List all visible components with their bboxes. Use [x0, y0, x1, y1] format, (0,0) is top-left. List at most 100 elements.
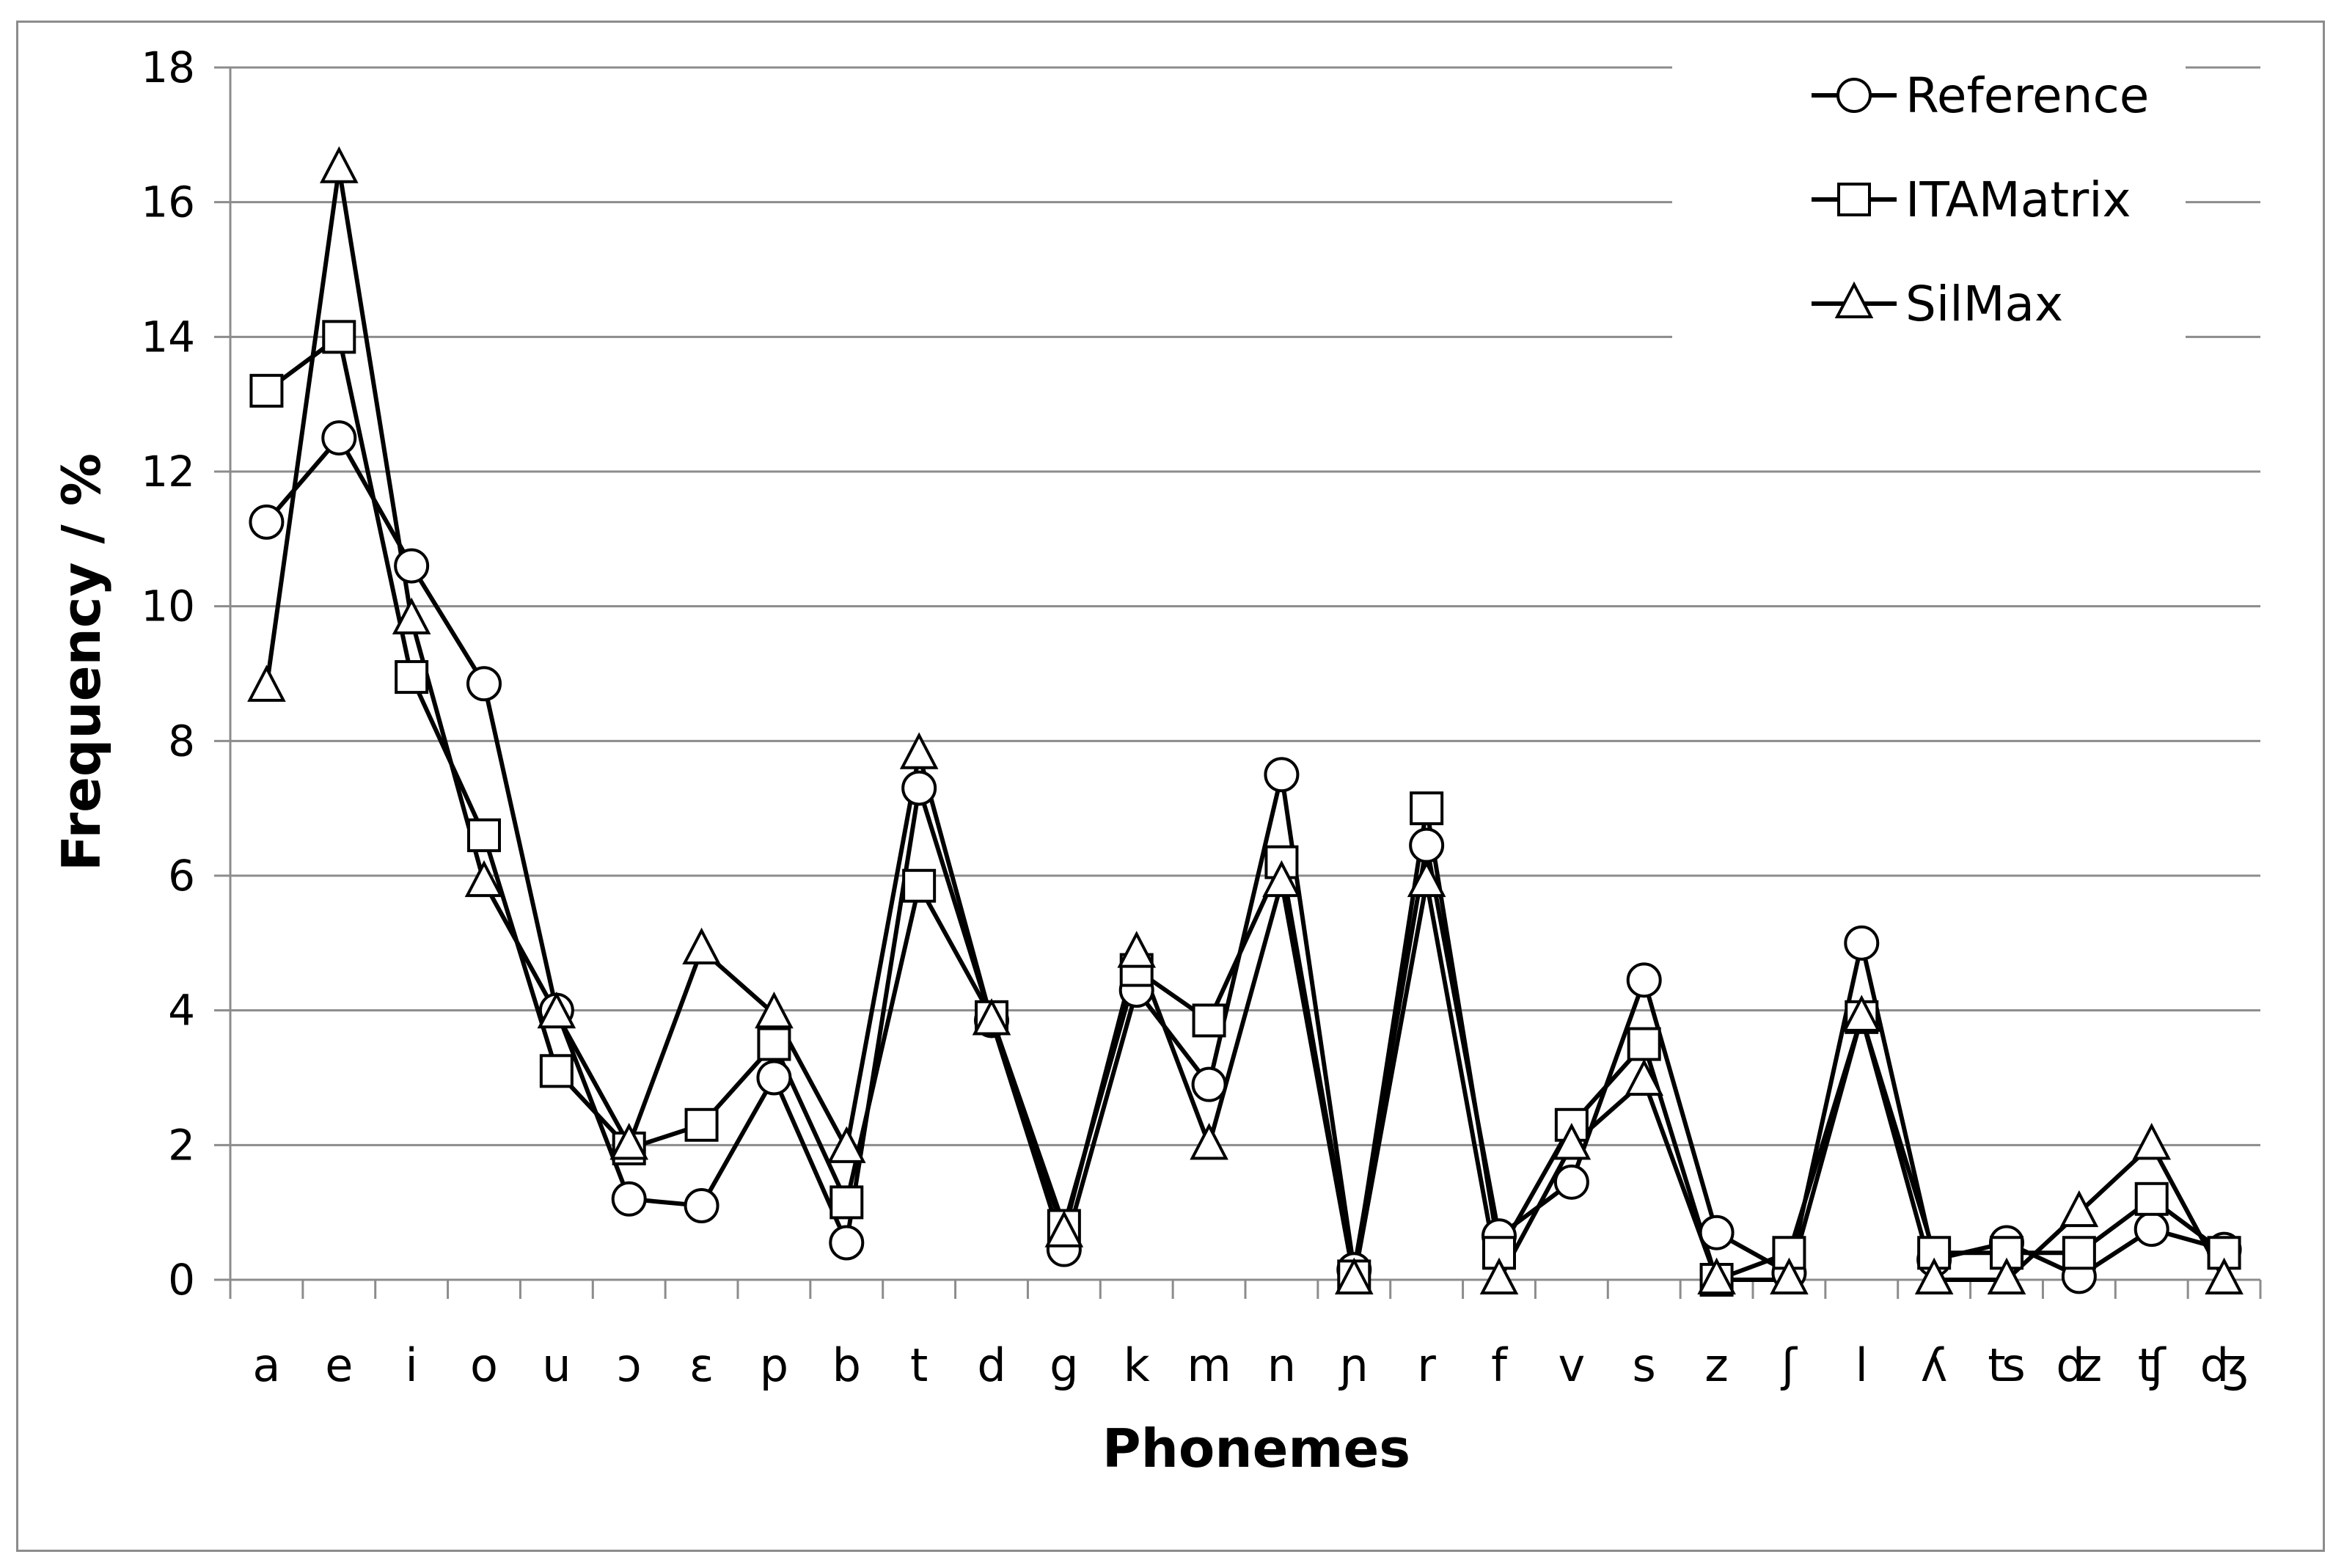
x-tick-label-ʧ: ʧ — [2138, 1338, 2167, 1392]
x-tick-label-ɛ: ɛ — [689, 1338, 714, 1392]
y-axis-title: Frequency / % — [51, 453, 112, 871]
data-point-SilMax — [1552, 1123, 1592, 1160]
series-group — [247, 146, 2244, 1297]
legend-item-ITAMatrix: ITAMatrix — [1812, 172, 2131, 228]
markers-ITAMatrix — [249, 320, 2241, 1297]
data-point-SilMax — [464, 860, 504, 898]
x-tick-label-ʎ: ʎ — [1921, 1338, 1948, 1392]
data-point-ITAMatrix — [395, 660, 429, 695]
data-point-Reference — [321, 420, 357, 456]
data-point-SilMax — [392, 597, 431, 635]
x-tick-label-p: p — [760, 1338, 788, 1392]
series-ITAMatrix — [265, 333, 2226, 1283]
y-tick-label: 2 — [168, 1120, 195, 1170]
data-point-Reference — [1409, 827, 1445, 863]
data-point-SilMax — [1625, 1058, 1664, 1096]
data-point-SilMax — [537, 991, 576, 1029]
x-tick-label-d: d — [977, 1338, 1006, 1392]
y-tick-labels: 0 2 4 6 8 10 12 14 16 18 — [141, 43, 195, 1305]
data-point-ITAMatrix — [249, 373, 284, 408]
y-tick-label: 8 — [168, 716, 195, 766]
legend-item-Reference: Reference — [1812, 67, 2149, 124]
x-tick-label-a: a — [252, 1338, 280, 1392]
x-tick-label-f: f — [1491, 1338, 1509, 1392]
data-point-Reference — [756, 1060, 792, 1096]
markers-SilMax — [247, 146, 2244, 1294]
data-point-ITAMatrix — [2134, 1182, 2169, 1216]
data-point-Reference — [1699, 1215, 1735, 1250]
data-point-ITAMatrix — [757, 1027, 791, 1061]
y-tick-label: 18 — [141, 43, 195, 92]
x-axis-title: Phonemes — [1102, 1418, 1410, 1479]
data-point-SilMax — [1479, 1257, 1519, 1294]
x-tick-label-ʦ: ʦ — [1988, 1338, 2025, 1392]
y-tick-label: 14 — [141, 312, 195, 362]
data-point-SilMax — [2205, 1257, 2244, 1294]
data-point-Reference — [2134, 1212, 2169, 1248]
x-tick-label-i: i — [406, 1338, 418, 1392]
series-line-Reference — [265, 433, 2225, 1279]
x-tick-label-m: m — [1187, 1338, 1231, 1392]
data-point-SilMax — [609, 1123, 649, 1160]
series-Reference — [265, 433, 2225, 1279]
y-tick-label: 0 — [168, 1255, 195, 1305]
data-point-SilMax — [899, 732, 939, 769]
legend-label-Reference: Reference — [1905, 67, 2149, 124]
data-point-SilMax — [2132, 1123, 2172, 1160]
data-point-ITAMatrix — [467, 818, 501, 852]
data-point-Reference — [1553, 1164, 1589, 1200]
data-point-ITAMatrix — [829, 1185, 864, 1220]
axes — [214, 66, 2262, 1299]
legend-label-SilMax: SilMax — [1905, 276, 2063, 332]
data-point-SilMax — [2059, 1190, 2099, 1228]
x-tick-label-ɔ: ɔ — [617, 1338, 642, 1392]
legend-label-ITAMatrix: ITAMatrix — [1905, 172, 2131, 228]
y-tick-label: 12 — [141, 447, 195, 497]
data-point-ITAMatrix — [684, 1107, 719, 1142]
data-point-SilMax — [319, 146, 359, 183]
data-point-ITAMatrix — [1192, 1003, 1226, 1038]
data-point-SilMax — [682, 927, 721, 965]
x-tick-label-t: t — [910, 1338, 928, 1392]
x-tick-label-v: v — [1559, 1338, 1586, 1392]
legend-marker-ITAMatrix — [1837, 183, 1871, 216]
y-tick-label: 4 — [168, 986, 195, 1036]
data-point-SilMax — [1262, 860, 1301, 898]
x-tick-label-r: r — [1417, 1338, 1436, 1392]
x-tick-label-u: u — [542, 1338, 571, 1392]
x-tick-label-ʣ: ʣ — [2056, 1338, 2102, 1392]
data-point-ITAMatrix — [1410, 791, 1444, 826]
series-line-ITAMatrix — [265, 333, 2226, 1283]
data-point-ITAMatrix — [2062, 1236, 2096, 1270]
data-point-SilMax — [1914, 1257, 1954, 1294]
x-tick-label-z: z — [1704, 1338, 1729, 1392]
data-point-Reference — [1191, 1066, 1227, 1102]
series-SilMax — [264, 168, 2227, 1286]
data-point-SilMax — [247, 664, 286, 702]
legend-item-SilMax: SilMax — [1812, 276, 2063, 332]
x-tick-label-ʃ: ʃ — [1780, 1338, 1798, 1392]
x-tick-label-ɲ: ɲ — [1338, 1338, 1369, 1392]
data-point-Reference — [394, 548, 430, 584]
x-tick-label-k: k — [1124, 1338, 1150, 1392]
data-point-SilMax — [1190, 1123, 1228, 1160]
x-tick-label-g: g — [1050, 1338, 1078, 1392]
data-point-ITAMatrix — [539, 1054, 574, 1088]
data-point-SilMax — [1842, 994, 1881, 1032]
data-point-SilMax — [1987, 1257, 2026, 1294]
data-point-SilMax — [1697, 1257, 1736, 1294]
data-point-ITAMatrix — [322, 320, 356, 354]
data-point-SilMax — [972, 998, 1011, 1036]
data-point-Reference — [901, 770, 937, 806]
data-point-SilMax — [1117, 931, 1157, 968]
data-point-ITAMatrix — [902, 868, 937, 903]
legend-marker-SilMax — [1834, 281, 1874, 318]
legend-background — [1672, 44, 2186, 352]
y-tick-label: 6 — [168, 851, 195, 901]
data-point-Reference — [829, 1225, 865, 1261]
data-point-SilMax — [755, 991, 794, 1029]
data-point-Reference — [249, 504, 285, 540]
data-point-ITAMatrix — [1627, 1027, 1661, 1061]
